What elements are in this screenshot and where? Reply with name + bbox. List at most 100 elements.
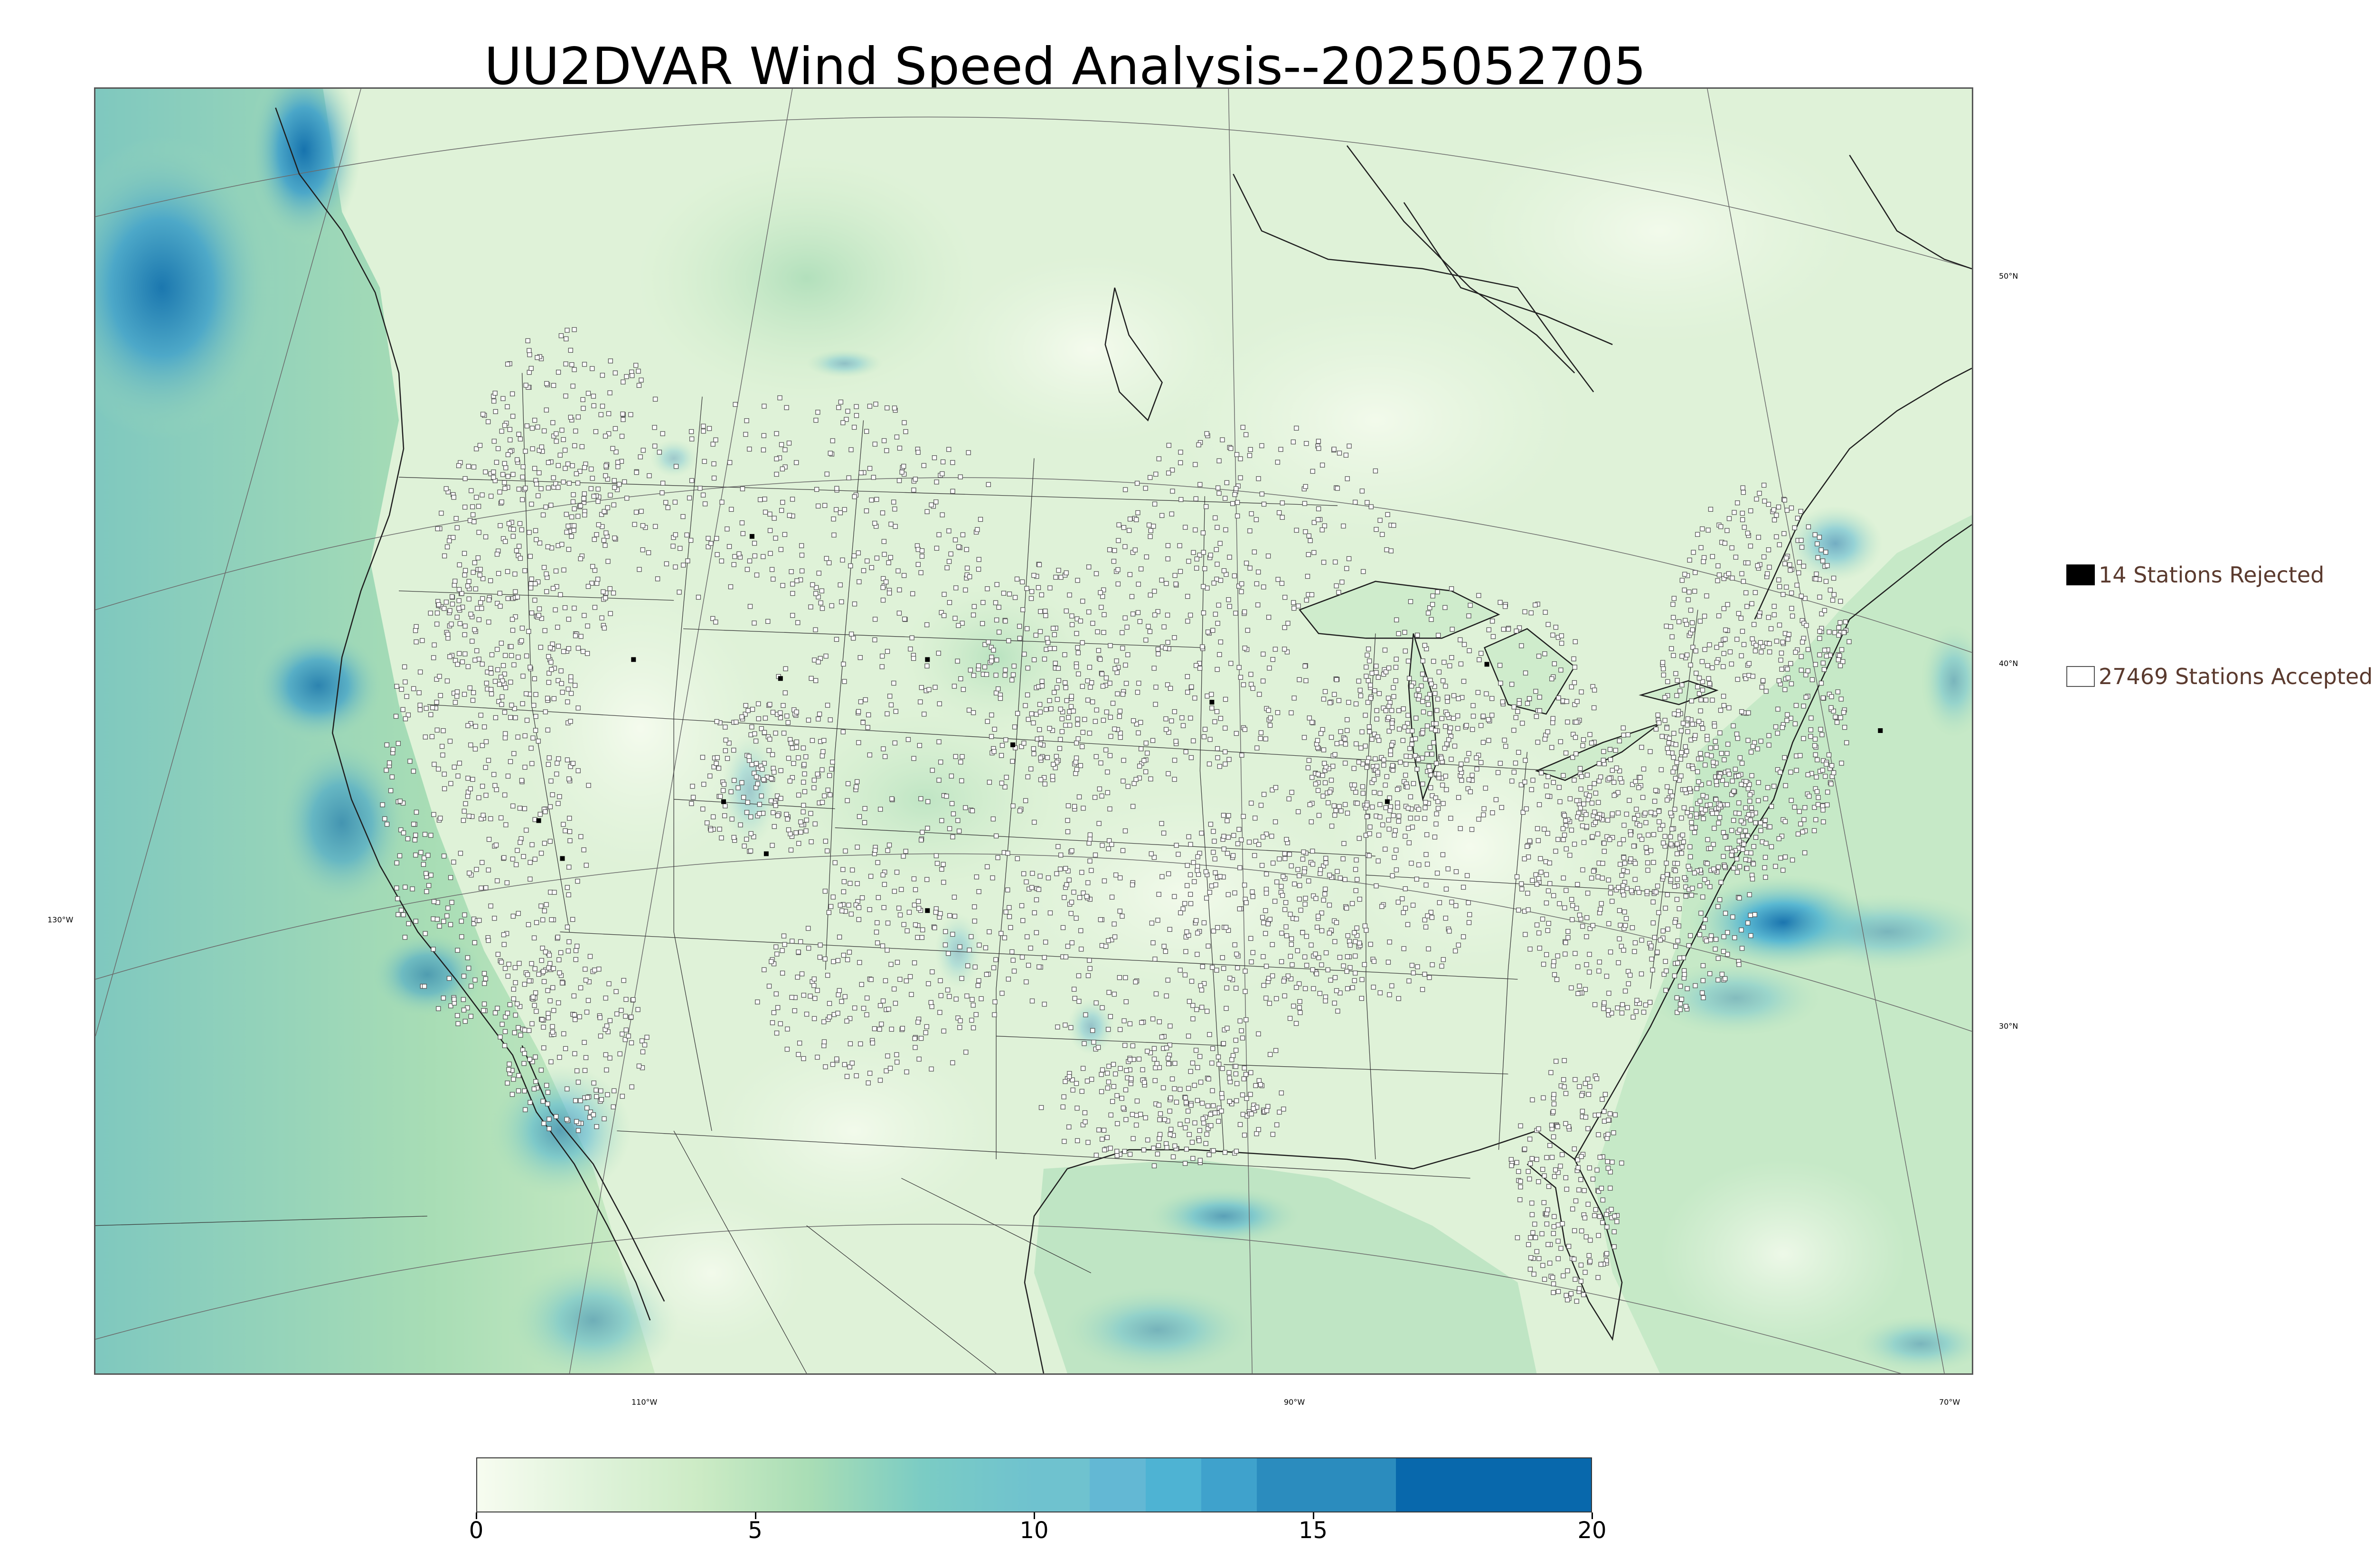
station-accepted-marker — [1822, 608, 1828, 613]
station-accepted-marker — [431, 899, 437, 904]
station-accepted-marker — [938, 911, 943, 916]
station-accepted-marker — [532, 598, 537, 603]
station-accepted-marker — [1195, 930, 1200, 936]
station-accepted-marker — [1081, 806, 1086, 811]
station-accepted-marker — [1699, 782, 1704, 787]
station-accepted-marker — [1424, 695, 1430, 701]
station-accepted-marker — [565, 757, 570, 762]
station-accepted-marker — [943, 929, 948, 934]
station-accepted-marker — [953, 754, 958, 759]
station-accepted-marker — [1065, 868, 1071, 873]
station-accepted-marker — [1814, 789, 1820, 794]
station-accepted-marker — [1563, 951, 1568, 957]
station-accepted-marker — [1240, 1112, 1246, 1117]
station-accepted-marker — [992, 999, 998, 1005]
station-accepted-marker — [1051, 761, 1056, 767]
station-accepted-marker — [1328, 977, 1333, 983]
station-accepted-marker — [872, 848, 878, 853]
station-accepted-marker — [1344, 905, 1349, 911]
station-accepted-marker — [1409, 963, 1415, 968]
station-accepted-marker — [458, 851, 463, 856]
station-accepted-marker — [1718, 880, 1724, 885]
station-accepted-marker — [937, 701, 942, 706]
wind-speed-map — [95, 89, 1972, 1373]
station-accepted-marker — [1219, 1108, 1224, 1114]
station-accepted-marker — [1019, 903, 1025, 909]
station-accepted-marker — [919, 935, 924, 940]
station-accepted-marker — [1212, 719, 1217, 724]
station-accepted-marker — [462, 568, 468, 573]
station-accepted-marker — [729, 507, 734, 512]
station-accepted-marker — [1337, 804, 1342, 809]
station-accepted-marker — [558, 668, 564, 674]
station-accepted-marker — [1820, 660, 1826, 666]
station-accepted-marker — [1788, 661, 1793, 666]
station-accepted-marker — [1685, 810, 1690, 815]
station-accepted-marker — [707, 773, 713, 779]
station-accepted-marker — [474, 446, 479, 451]
station-accepted-marker — [518, 555, 523, 561]
station-accepted-marker — [1785, 637, 1790, 642]
station-accepted-marker — [449, 900, 454, 905]
station-accepted-marker — [1055, 666, 1061, 671]
station-accepted-marker — [1232, 492, 1237, 497]
station-accepted-marker — [1194, 556, 1199, 562]
station-accepted-marker — [1120, 630, 1125, 635]
station-accepted-marker — [818, 942, 823, 948]
station-accepted-marker — [1655, 949, 1660, 955]
station-accepted-marker — [1606, 877, 1611, 883]
station-accepted-marker — [1414, 816, 1420, 821]
station-accepted-marker — [1606, 1008, 1611, 1013]
station-accepted-marker — [752, 731, 757, 736]
station-accepted-marker — [1625, 869, 1630, 874]
station-accepted-marker — [1166, 1061, 1171, 1066]
station-accepted-marker — [1558, 1246, 1564, 1251]
station-accepted-marker — [882, 754, 888, 759]
station-accepted-marker — [1307, 802, 1313, 807]
station-accepted-marker — [1679, 654, 1685, 659]
station-accepted-marker — [1570, 917, 1575, 922]
station-accepted-marker — [516, 1073, 521, 1078]
station-accepted-marker — [1570, 1206, 1575, 1211]
station-accepted-marker — [1334, 920, 1339, 925]
station-accepted-marker — [1580, 923, 1585, 929]
station-accepted-marker — [1385, 695, 1391, 701]
station-accepted-marker — [762, 404, 767, 409]
station-accepted-marker — [895, 959, 900, 965]
station-accepted-marker — [1698, 708, 1703, 714]
station-accepted-marker — [1301, 869, 1307, 874]
station-accepted-marker — [516, 1025, 521, 1030]
station-accepted-marker — [1700, 526, 1705, 532]
station-accepted-marker — [1201, 1120, 1206, 1126]
station-accepted-marker — [909, 992, 914, 997]
station-accepted-marker — [1323, 860, 1328, 865]
station-accepted-marker — [1700, 978, 1706, 983]
station-accepted-marker — [551, 1008, 556, 1013]
station-accepted-marker — [1673, 868, 1678, 873]
station-accepted-marker — [1121, 758, 1126, 763]
station-accepted-marker — [1087, 836, 1093, 842]
station-accepted-marker — [655, 576, 660, 582]
station-accepted-marker — [877, 1078, 883, 1083]
station-accepted-marker — [845, 781, 851, 786]
station-accepted-marker — [1279, 959, 1284, 964]
station-accepted-marker — [1511, 770, 1517, 775]
station-accepted-marker — [575, 705, 581, 711]
station-accepted-marker — [1374, 527, 1379, 532]
station-accepted-marker — [565, 524, 571, 529]
station-accepted-marker — [1200, 1116, 1206, 1121]
station-accepted-marker — [1186, 1086, 1191, 1091]
station-accepted-marker — [1663, 987, 1668, 993]
station-accepted-marker — [1344, 566, 1349, 571]
station-accepted-marker — [571, 492, 576, 498]
station-accepted-marker — [457, 651, 462, 656]
station-accepted-marker — [1745, 560, 1751, 565]
station-accepted-marker — [1106, 1027, 1111, 1032]
station-accepted-marker — [622, 1037, 628, 1042]
station-accepted-marker — [785, 1026, 790, 1032]
station-accepted-marker — [480, 813, 486, 818]
station-accepted-marker — [993, 600, 999, 605]
station-accepted-marker — [1516, 1169, 1521, 1174]
station-accepted-marker — [1575, 882, 1580, 887]
station-accepted-marker — [491, 772, 497, 777]
